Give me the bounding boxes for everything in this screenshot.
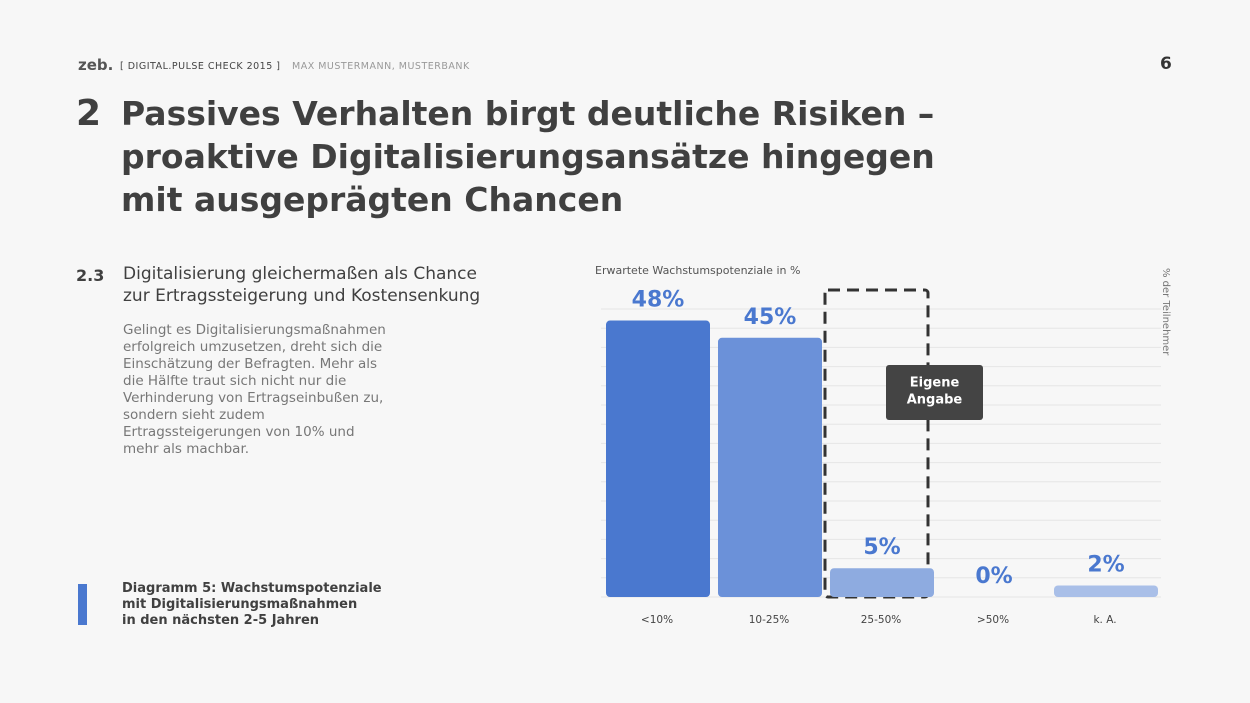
bar <box>830 568 934 597</box>
annotation-text: Angabe <box>907 393 963 408</box>
body-line: Verhinderung von Ertragseinbußen zu, <box>123 390 384 406</box>
title-line: proaktive Digitalisierungsansätze hingeg… <box>121 137 935 176</box>
value-label: 45% <box>744 305 797 330</box>
section-number: 2 <box>76 93 102 134</box>
bar <box>1054 585 1158 597</box>
title-line: Passives Verhalten birgt deutliche Risik… <box>121 94 935 133</box>
subtitle-line: zur Ertragssteigerung und Kostensenkung <box>123 286 481 306</box>
caption: Diagramm 5: Wachstumspotenziale mit Digit… <box>122 581 382 629</box>
body-line: Einschätzung der Befragten. Mehr als <box>123 356 378 372</box>
subtitle-line: Digitalisierung gleichermaßen als Chance <box>123 264 477 284</box>
highlight-frame <box>823 288 930 599</box>
annotation-text: Eigene <box>910 376 960 391</box>
caption-line: in den nächsten 2-5 Jahren <box>122 613 320 628</box>
x-tick-label: 10-25% <box>749 614 790 626</box>
bar <box>606 320 710 597</box>
value-label: 48% <box>632 288 685 313</box>
brand: zeb. <box>78 56 114 74</box>
title-line: mit ausgeprägten Chancen <box>121 180 624 219</box>
page-number: 6 <box>1160 54 1172 74</box>
body-line: die Hälfte traut sich nicht nur die <box>123 373 347 389</box>
annotation-box <box>886 365 983 420</box>
value-label: 2% <box>1087 552 1124 577</box>
report-name: [ DIGITAL.PULSE CHECK 2015 ] <box>120 61 281 72</box>
y-axis-label: % der Teilnehmer <box>1160 268 1171 356</box>
value-label: 5% <box>863 535 900 560</box>
x-tick-label: 25-50% <box>861 614 902 626</box>
body-line: erfolgreich umzusetzen, dreht sich die <box>123 339 383 355</box>
caption-line: Diagramm 5: Wachstumspotenziale <box>122 581 382 596</box>
body-line: Ertragssteigerungen von 10% und <box>123 424 355 440</box>
x-tick-label: >50% <box>977 614 1009 626</box>
x-tick-label: k. A. <box>1093 614 1116 626</box>
body-text: Gelingt es Digitalisierungsmaßnahmen erfo… <box>123 322 386 458</box>
author: MAX MUSTERMANN, MUSTERBANK <box>292 61 470 72</box>
chart-title: Erwartete Wachstumspotenziale in % <box>595 264 800 277</box>
body-line: Gelingt es Digitalisierungsmaßnahmen <box>123 322 386 338</box>
caption-marker <box>78 584 87 625</box>
body-line: mehr als machbar. <box>123 441 250 457</box>
value-label: 0% <box>975 564 1012 589</box>
caption-line: mit Digitalisierungsmaßnahmen <box>122 597 358 612</box>
subsection-number: 2.3 <box>76 266 105 285</box>
x-tick-label: <10% <box>641 614 673 626</box>
body-line: sondern sieht zudem <box>123 407 265 423</box>
bar <box>718 337 822 597</box>
